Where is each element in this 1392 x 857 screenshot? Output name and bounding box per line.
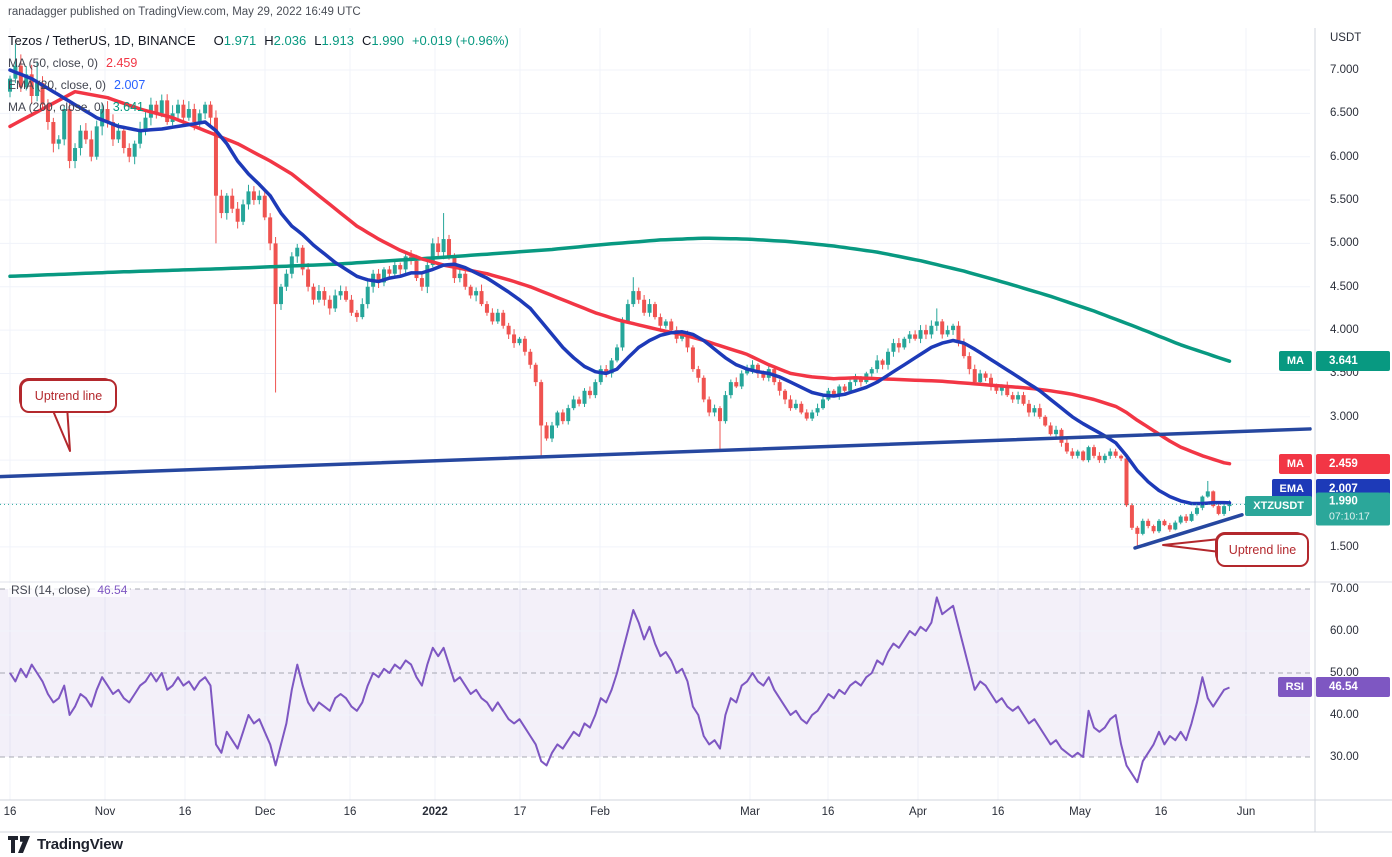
ma50-axis-badge: MA [1278,454,1312,474]
rsi-tick: 40.00 [1330,709,1359,721]
close-label: C [362,33,372,48]
price-tick: 4.500 [1330,280,1359,293]
tradingview-logo-icon [8,836,30,853]
tradingview-brand-text: TradingView [37,836,123,853]
price-tick: 1.500 [1330,540,1359,553]
time-tick: 16 [991,806,1005,818]
indicator-legend-ema20[interactable]: EMA (20, close, 0) 2.007 [8,74,509,96]
price-tick: 3.000 [1330,410,1359,423]
close-value: 1.990 [371,33,404,48]
ma50-value: 2.459 [106,56,138,70]
time-tick: Dec [254,806,276,818]
last-price-axis-value: 1.990 07:10:17 [1316,492,1390,526]
ma200-axis-badge: MA [1278,351,1312,371]
ema20-label: EMA (20, close, 0) [8,78,107,92]
open-value: 1.971 [223,33,257,48]
chart-legend: Tezos / TetherUS, 1D, BINANCE O1.971 H2.03… [8,30,509,118]
rsi-tick: 50.00 [1330,667,1359,679]
time-tick: Feb [590,806,610,818]
published-header: ranadagger published on TradingView.com,… [8,6,361,18]
symbol-legend-row[interactable]: Tezos / TetherUS, 1D, BINANCE O1.971 H2.03… [8,30,509,52]
time-tick: Apr [909,806,927,818]
price-tick: 5.500 [1330,194,1359,207]
ma200-value: 3.641 [112,100,144,114]
time-tick: 2022 [422,806,448,818]
price-tick: 4.000 [1330,324,1359,337]
rsi-legend[interactable]: RSI (14, close) 46.54 [8,583,131,597]
time-tick: Mar [740,806,760,818]
time-tick: 17 [513,806,527,818]
rsi-axis-badge: RSI [1277,677,1312,697]
price-tick: 7.000 [1330,64,1359,76]
high-value: 2.036 [273,33,307,48]
open-label: O [213,33,224,48]
ema20-value: 2.007 [114,78,146,92]
indicator-legend-ma200[interactable]: MA (200, close, 0) 3.641 [8,96,509,118]
ema20-axis-badge: EMA [1271,479,1312,499]
ma50-label: MA (50, close, 0) [8,56,99,70]
ma50-axis-value: 2.459 [1316,454,1390,474]
price-tick: 6.500 [1330,107,1359,120]
uptrend-line-callout-1[interactable]: Uptrend line [20,379,117,413]
time-tick: 16 [821,806,835,818]
time-tick: 16 [3,806,17,818]
rsi-label: RSI (14, close) [11,583,91,597]
price-axis-currency: USDT [1330,32,1362,44]
bar-countdown: 07:10:17 [1329,510,1370,523]
time-tick: 16 [178,806,192,818]
rsi-tick: 70.00 [1330,583,1359,595]
time-tick: May [1069,806,1091,818]
last-price: 1.990 [1329,495,1358,508]
indicator-legend-ma50[interactable]: MA (50, close, 0) 2.459 [8,52,509,74]
low-value: 1.913 [321,33,354,48]
low-label: L [314,33,322,48]
change-value: +0.019 (+0.96%) [411,33,509,48]
time-tick: 16 [1154,806,1168,818]
rsi-tick: 30.00 [1330,751,1359,763]
symbol-title: Tezos / TetherUS, 1D, BINANCE [8,33,196,48]
uptrend-line-callout-2[interactable]: Uptrend line [1216,533,1309,567]
rsi-tick: 60.00 [1330,625,1359,637]
price-tick: 5.000 [1330,237,1359,250]
rsi-value: 46.54 [97,583,128,597]
high-label: H [264,33,274,48]
rsi-axis-value: 46.54 [1316,677,1390,697]
ma200-label: MA (200, close, 0) [8,100,105,114]
price-tick: 6.000 [1330,150,1359,163]
time-tick: 16 [343,806,357,818]
tradingview-footer[interactable]: TradingView [8,836,123,853]
ma200-axis-value: 3.641 [1316,351,1390,371]
time-tick: Nov [94,806,116,818]
symbol-axis-badge: XTZUSDT [1245,496,1312,516]
time-tick: Jun [1236,806,1256,818]
